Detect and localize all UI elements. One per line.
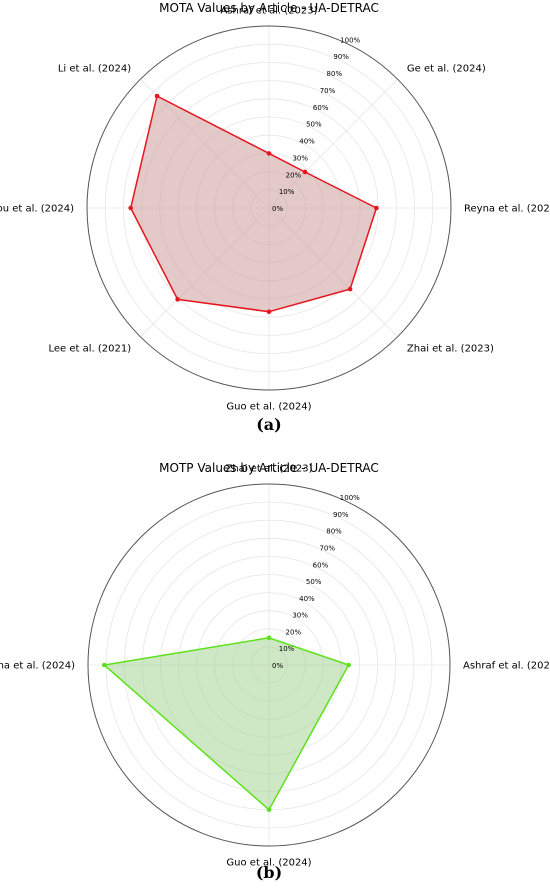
radial-tick-label: 0% bbox=[272, 205, 283, 213]
radial-tick-label: 50% bbox=[306, 121, 322, 129]
data-point bbox=[154, 93, 160, 99]
radial-tick-label: 20% bbox=[286, 171, 302, 179]
category-label: Reyna et al. (2024) bbox=[464, 204, 550, 215]
series-area bbox=[129, 95, 378, 313]
category-label: Reyna et al. (2024) bbox=[0, 661, 75, 672]
data-point bbox=[266, 635, 272, 641]
data-point bbox=[347, 286, 353, 292]
data-point bbox=[266, 807, 272, 813]
figure-caption: (a) bbox=[256, 415, 282, 434]
chart-title: MOTA Values by Article - UA-DETRAC bbox=[159, 1, 379, 15]
radial-tick-label: 90% bbox=[333, 53, 349, 61]
data-point bbox=[302, 169, 308, 175]
category-label: Zhai et al. (2023) bbox=[225, 464, 312, 475]
data-point bbox=[175, 297, 180, 302]
radial-tick-label: 40% bbox=[299, 138, 315, 146]
outer-frame bbox=[86, 25, 452, 391]
chart-title: MOTP Values by Article - UA-DETRAC bbox=[159, 461, 379, 475]
category-label: Lee et al. (2021) bbox=[48, 344, 131, 355]
radial-tick-label: 60% bbox=[313, 561, 329, 569]
data-point bbox=[346, 662, 351, 668]
radial-tick-label: 50% bbox=[306, 578, 322, 586]
radial-tick-label: 10% bbox=[279, 645, 295, 653]
radial-tick-label: 80% bbox=[326, 528, 342, 536]
data-point bbox=[101, 662, 107, 668]
data-point bbox=[374, 205, 379, 211]
category-label: Guo et al. (2024) bbox=[226, 858, 311, 869]
data-point bbox=[266, 309, 272, 315]
category-label: Ashraf et al. (2023) bbox=[463, 661, 550, 672]
data-point bbox=[128, 205, 133, 211]
radial-tick-label: 30% bbox=[292, 612, 308, 620]
radial-tick-label: 60% bbox=[313, 104, 329, 112]
radial-tick-label: 100% bbox=[340, 36, 360, 44]
radial-tick-label: 80% bbox=[327, 70, 343, 78]
category-label: Li et al. (2024) bbox=[58, 63, 131, 74]
radial-tick-label: 70% bbox=[319, 545, 335, 553]
motp-radar-chart: MOTP Values by Article - UA-DETRAC 0% 10%… bbox=[0, 461, 550, 882]
radial-tick-label: 100% bbox=[340, 494, 360, 502]
radial-tick-label: 30% bbox=[292, 154, 308, 162]
category-label: You et al. (2024) bbox=[0, 204, 74, 215]
mota-radar-chart: MOTA Values by Article - UA-DETRAC 0% 10%… bbox=[0, 1, 550, 434]
radial-tick-label: 40% bbox=[299, 595, 315, 603]
radial-tick-label: 70% bbox=[320, 87, 336, 95]
radial-tick-label: 20% bbox=[286, 628, 302, 636]
data-point bbox=[266, 151, 272, 156]
category-label: Guo et al. (2024) bbox=[226, 402, 311, 413]
category-label: Ashraf et al. (2023) bbox=[220, 6, 317, 17]
radial-tick-label: 90% bbox=[333, 511, 349, 519]
radial-tick-label: 10% bbox=[279, 188, 295, 196]
category-label: Ge et al. (2024) bbox=[407, 63, 486, 74]
outer-frame bbox=[87, 483, 451, 847]
category-label: Zhai et al. (2023) bbox=[407, 344, 494, 355]
figure-caption: (b) bbox=[256, 863, 282, 882]
radial-tick-label: 0% bbox=[272, 662, 283, 670]
